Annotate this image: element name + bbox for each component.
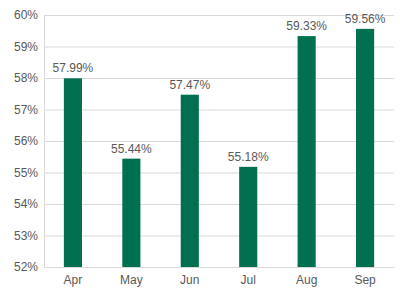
data-label: 57.99%: [53, 61, 94, 75]
chart: 52%53%54%55%56%57%58%59%60%AprMayJunJulA…: [0, 0, 400, 296]
y-tick-label: 57%: [14, 103, 38, 117]
x-axis: Apr May Jun Jul Aug Sep: [45, 267, 395, 287]
data-label: 59.56%: [345, 12, 386, 26]
y-tick-label: 54%: [14, 197, 38, 211]
x-tick-label: Aug: [296, 273, 317, 287]
data-label: 55.44%: [111, 142, 152, 156]
bar: [181, 95, 199, 267]
x-tick-label: Sep: [354, 273, 376, 287]
y-tick-label: 56%: [14, 134, 38, 148]
data-label: 59.33%: [286, 19, 327, 33]
data-labels: 57.99% 55.44% 57.47% 55.18% 59.33% 59.56%: [53, 12, 386, 164]
x-tick: Aug: [296, 267, 317, 287]
y-tick-label: 58%: [14, 71, 38, 85]
y-tick: 53%: [14, 229, 44, 243]
x-tick-label: Jun: [180, 273, 199, 287]
grid-line: [44, 78, 394, 79]
x-tick: Jun: [180, 267, 199, 287]
x-tick-label: May: [120, 273, 143, 287]
y-tick-label: 55%: [14, 166, 38, 180]
y-axis: 52% 53% 54% 55% 56% 57% 58% 59% 60%: [14, 8, 45, 274]
y-tick: 60%: [14, 8, 44, 22]
bar: [239, 167, 257, 267]
y-axis-line: [44, 16, 45, 268]
y-tick: 58%: [14, 71, 44, 85]
y-tick: 52%: [14, 260, 44, 274]
x-axis-line: [45, 267, 395, 268]
grid: [44, 16, 394, 268]
grid-line: [44, 110, 394, 111]
y-tick: 56%: [14, 134, 44, 148]
grid-line: [44, 236, 394, 237]
x-tick: Jul: [241, 267, 256, 287]
data-label: 57.47%: [169, 78, 210, 92]
plot: 52%53%54%55%56%57%58%59%60%AprMayJunJulA…: [14, 8, 395, 286]
y-tick-label: 52%: [14, 260, 38, 274]
x-tick: Sep: [354, 267, 376, 287]
grid-line: [44, 173, 394, 174]
y-tick-label: 60%: [14, 8, 38, 22]
grid-line: [44, 267, 394, 268]
data-label: 55.18%: [228, 150, 269, 164]
bars: [64, 29, 374, 267]
bar: [356, 29, 374, 267]
x-tick-label: Jul: [241, 273, 256, 287]
grid-line: [44, 204, 394, 205]
y-tick: 55%: [14, 166, 44, 180]
bar: [122, 159, 140, 267]
grid-line: [44, 141, 394, 142]
y-tick-label: 59%: [14, 40, 38, 54]
bar: [298, 36, 316, 267]
y-tick: 57%: [14, 103, 44, 117]
y-tick-label: 53%: [14, 229, 38, 243]
y-tick: 54%: [14, 197, 44, 211]
bar: [64, 78, 82, 267]
x-tick-label: Apr: [64, 273, 83, 287]
x-tick: May: [120, 267, 143, 287]
grid-line: [44, 47, 394, 48]
x-tick: Apr: [64, 267, 83, 287]
grid-line: [44, 15, 394, 16]
y-tick: 59%: [14, 40, 44, 54]
